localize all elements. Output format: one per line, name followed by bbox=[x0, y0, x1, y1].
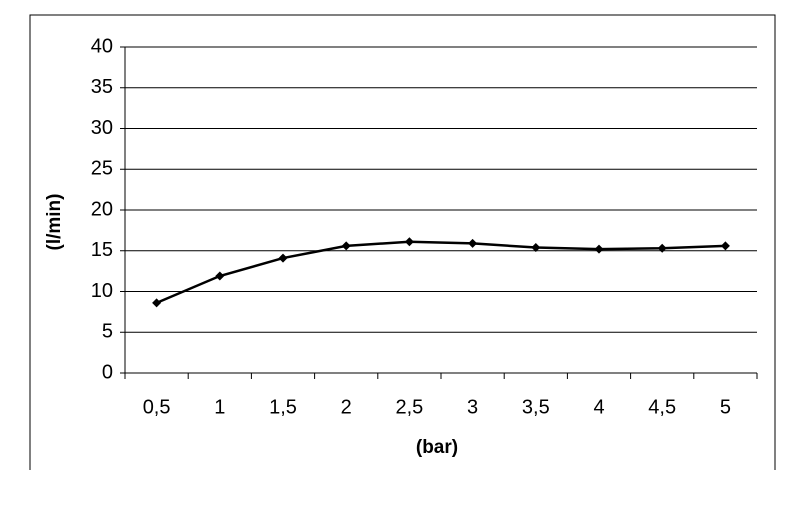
x-tick-label: 3 bbox=[467, 396, 478, 418]
y-tick-label: 25 bbox=[91, 158, 113, 180]
x-tick-label: 1,5 bbox=[269, 396, 297, 418]
data-marker bbox=[594, 244, 604, 254]
y-tick-label: 0 bbox=[102, 361, 113, 383]
data-marker bbox=[531, 242, 541, 252]
chart-frame bbox=[29, 14, 776, 470]
data-marker bbox=[468, 238, 478, 248]
y-tick-label: 30 bbox=[91, 117, 113, 139]
x-tick-label: 2 bbox=[341, 396, 352, 418]
data-line bbox=[156, 240, 726, 305]
y-tick-label: 5 bbox=[102, 321, 113, 343]
data-marker bbox=[215, 271, 225, 281]
y-tick-label: 10 bbox=[91, 280, 113, 302]
x-tick-label: 2,5 bbox=[395, 396, 423, 418]
data-marker bbox=[720, 241, 730, 251]
data-marker bbox=[657, 243, 667, 253]
data-marker bbox=[152, 298, 162, 308]
y-axis-label: (l/min) bbox=[44, 194, 65, 251]
data-marker bbox=[404, 237, 414, 247]
x-axis-label: (bar) bbox=[416, 437, 458, 458]
y-tick-label: 20 bbox=[91, 198, 113, 220]
x-tick-label: 1 bbox=[214, 396, 225, 418]
y-tick-label: 35 bbox=[91, 76, 113, 98]
x-tick-label: 3,5 bbox=[522, 396, 550, 418]
data-marker bbox=[278, 253, 288, 263]
x-tick-label: 4 bbox=[593, 396, 604, 418]
x-tick-label: 4,5 bbox=[648, 396, 676, 418]
x-tick-label: 5 bbox=[720, 396, 731, 418]
x-tick-label: 0,5 bbox=[143, 396, 171, 418]
y-tick-label: 15 bbox=[91, 239, 113, 261]
data-marker bbox=[341, 241, 351, 251]
y-tick-label: 40 bbox=[91, 35, 113, 57]
